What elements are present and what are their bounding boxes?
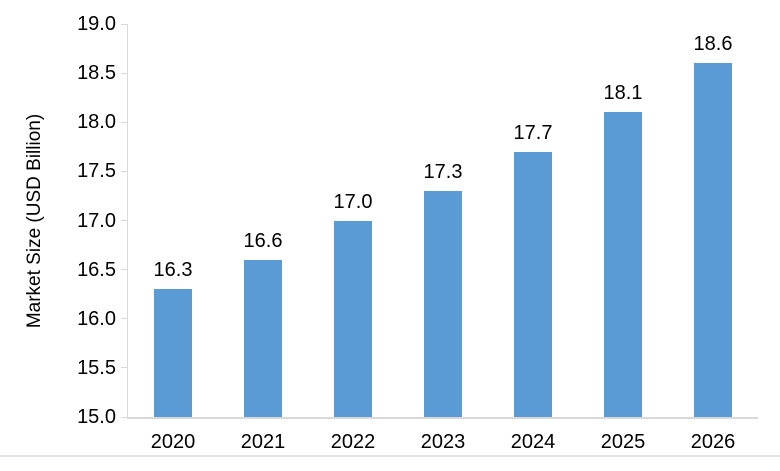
x-tick-label: 2023 xyxy=(420,431,466,453)
x-tick-label: 2025 xyxy=(600,431,646,453)
y-tick-label: 19.0 xyxy=(77,13,116,35)
bar-value-label: 16.6 xyxy=(243,229,283,252)
x-tick-label: 2022 xyxy=(330,431,376,453)
bar xyxy=(154,289,192,417)
y-tick-label: 16.5 xyxy=(77,258,116,281)
bar-value-label: 17.3 xyxy=(423,161,463,184)
y-tick-mark xyxy=(121,23,127,25)
bar xyxy=(334,220,372,417)
y-tick-mark xyxy=(121,72,127,74)
y-tick-mark xyxy=(121,220,127,221)
bottom-divider xyxy=(0,455,780,457)
y-tick-mark xyxy=(121,170,127,172)
bar-value-label: 17.0 xyxy=(333,190,373,213)
bar xyxy=(424,191,462,417)
y-tick-label: 15.0 xyxy=(77,406,116,428)
plot-area: 19.0 18.5 18.0 17.5 17.0 16.5 16.0 15.5 15.0 16.3… xyxy=(77,14,758,452)
y-axis-title: Market Size (USD Billion) xyxy=(24,113,45,329)
bar-value-label: 16.3 xyxy=(153,259,193,282)
y-tick-mark xyxy=(121,121,127,123)
x-tick-label: 2024 xyxy=(510,431,556,453)
y-tick-label: 17.5 xyxy=(77,160,116,183)
bar xyxy=(604,112,642,417)
x-tick-label: 2021 xyxy=(240,431,286,453)
bar xyxy=(244,259,282,417)
y-tick-label: 18.0 xyxy=(77,111,116,134)
y-tick-mark xyxy=(121,269,127,271)
y-tick-label: 18.5 xyxy=(77,62,116,85)
y-tick-label: 15.5 xyxy=(77,356,116,379)
y-tick-mark xyxy=(121,367,127,369)
y-tick-label: 17.0 xyxy=(77,209,116,232)
bar-value-label: 18.1 xyxy=(603,82,643,105)
y-tick-mark xyxy=(121,416,127,418)
x-tick-label: 2026 xyxy=(690,431,736,453)
bar-value-label: 17.7 xyxy=(513,121,553,144)
bar xyxy=(514,151,552,417)
y-tick-mark xyxy=(121,318,127,320)
bar-value-label: 18.6 xyxy=(693,33,733,56)
y-tick-label: 16.0 xyxy=(77,307,116,330)
x-tick-label: 2020 xyxy=(150,431,196,453)
bar xyxy=(693,63,732,417)
